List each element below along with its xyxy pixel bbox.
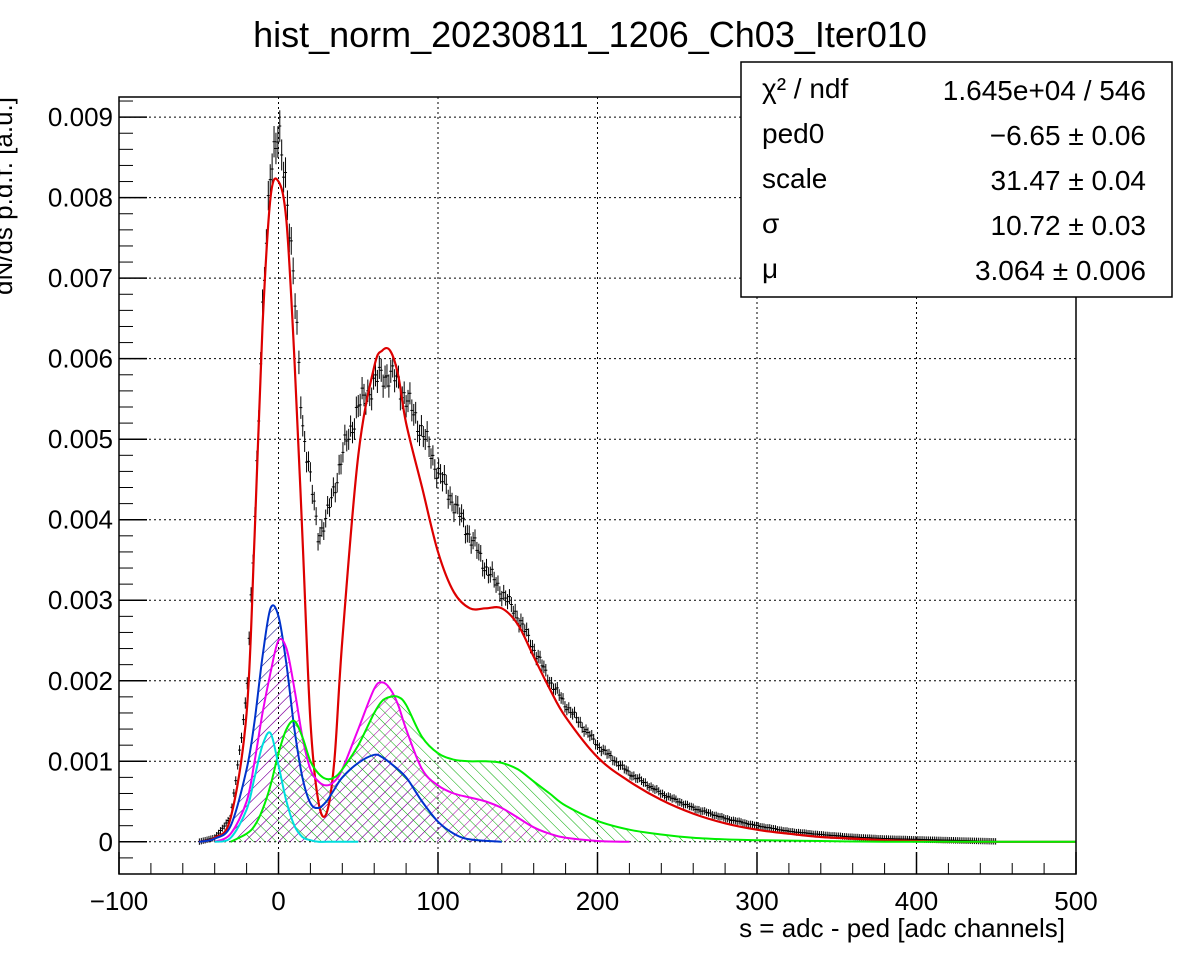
y-tick-label: 0.008: [48, 183, 113, 213]
stats-value: −6.65 ± 0.06: [990, 120, 1146, 151]
y-axis-title: dN/ds p.d.f. [a.u.]: [0, 97, 18, 295]
stats-label: ped0: [762, 118, 824, 149]
stats-label: σ: [762, 208, 779, 239]
x-tick-label: 500: [1054, 886, 1097, 916]
axes: −100 0 100 200 300 400 500 0 0.001 0.002 0.003 0.00…: [48, 100, 1098, 916]
component-fill-3: [230, 696, 885, 842]
fit-curve-4: [214, 731, 359, 843]
y-tick-label: 0.002: [48, 666, 113, 696]
fit-curve-1: [198, 604, 502, 843]
stats-label: scale: [762, 163, 827, 194]
y-tick-label: 0.005: [48, 424, 113, 454]
x-tick-label: 300: [735, 886, 778, 916]
y-tick-label: 0.009: [48, 102, 113, 132]
stats-value: 31.47 ± 0.04: [991, 165, 1147, 196]
x-tick-label: 400: [895, 886, 938, 916]
y-tick-label: 0.003: [48, 585, 113, 615]
y-tick-label: 0.006: [48, 344, 113, 374]
stats-box-frame: [740, 61, 1173, 298]
fit-curves: [198, 177, 1076, 843]
fit-curve-0: [198, 177, 1076, 843]
stats-value: 3.064 ± 0.006: [975, 255, 1146, 286]
stats-value: 1.645e+04 / 546: [943, 75, 1146, 106]
x-tick-label: 0: [271, 886, 285, 916]
x-tick-label: 200: [576, 886, 619, 916]
stats-label: χ² / ndf: [762, 73, 849, 104]
fit-curve-2: [214, 637, 630, 843]
y-tick-label: 0: [99, 827, 113, 857]
x-axis-title: s = adc - ped [adc channels]: [739, 913, 1065, 943]
stats-box: χ² / ndf 1.645e+04 / 546 ped0 −6.65 ± 0.06 s…: [740, 61, 1173, 298]
stats-label: μ: [762, 253, 778, 284]
x-tick-label: 100: [416, 886, 459, 916]
stats-value: 10.72 ± 0.03: [991, 210, 1147, 241]
y-tick-label: 0.004: [48, 505, 113, 535]
component-fills: [198, 605, 885, 842]
y-tick-label: 0.001: [48, 746, 113, 776]
fit-curve-3: [230, 695, 885, 843]
x-tick-label: −100: [90, 886, 149, 916]
chart-title: hist_norm_20230811_1206_Ch03_Iter010: [253, 14, 927, 55]
y-tick-label: 0.007: [48, 263, 113, 293]
